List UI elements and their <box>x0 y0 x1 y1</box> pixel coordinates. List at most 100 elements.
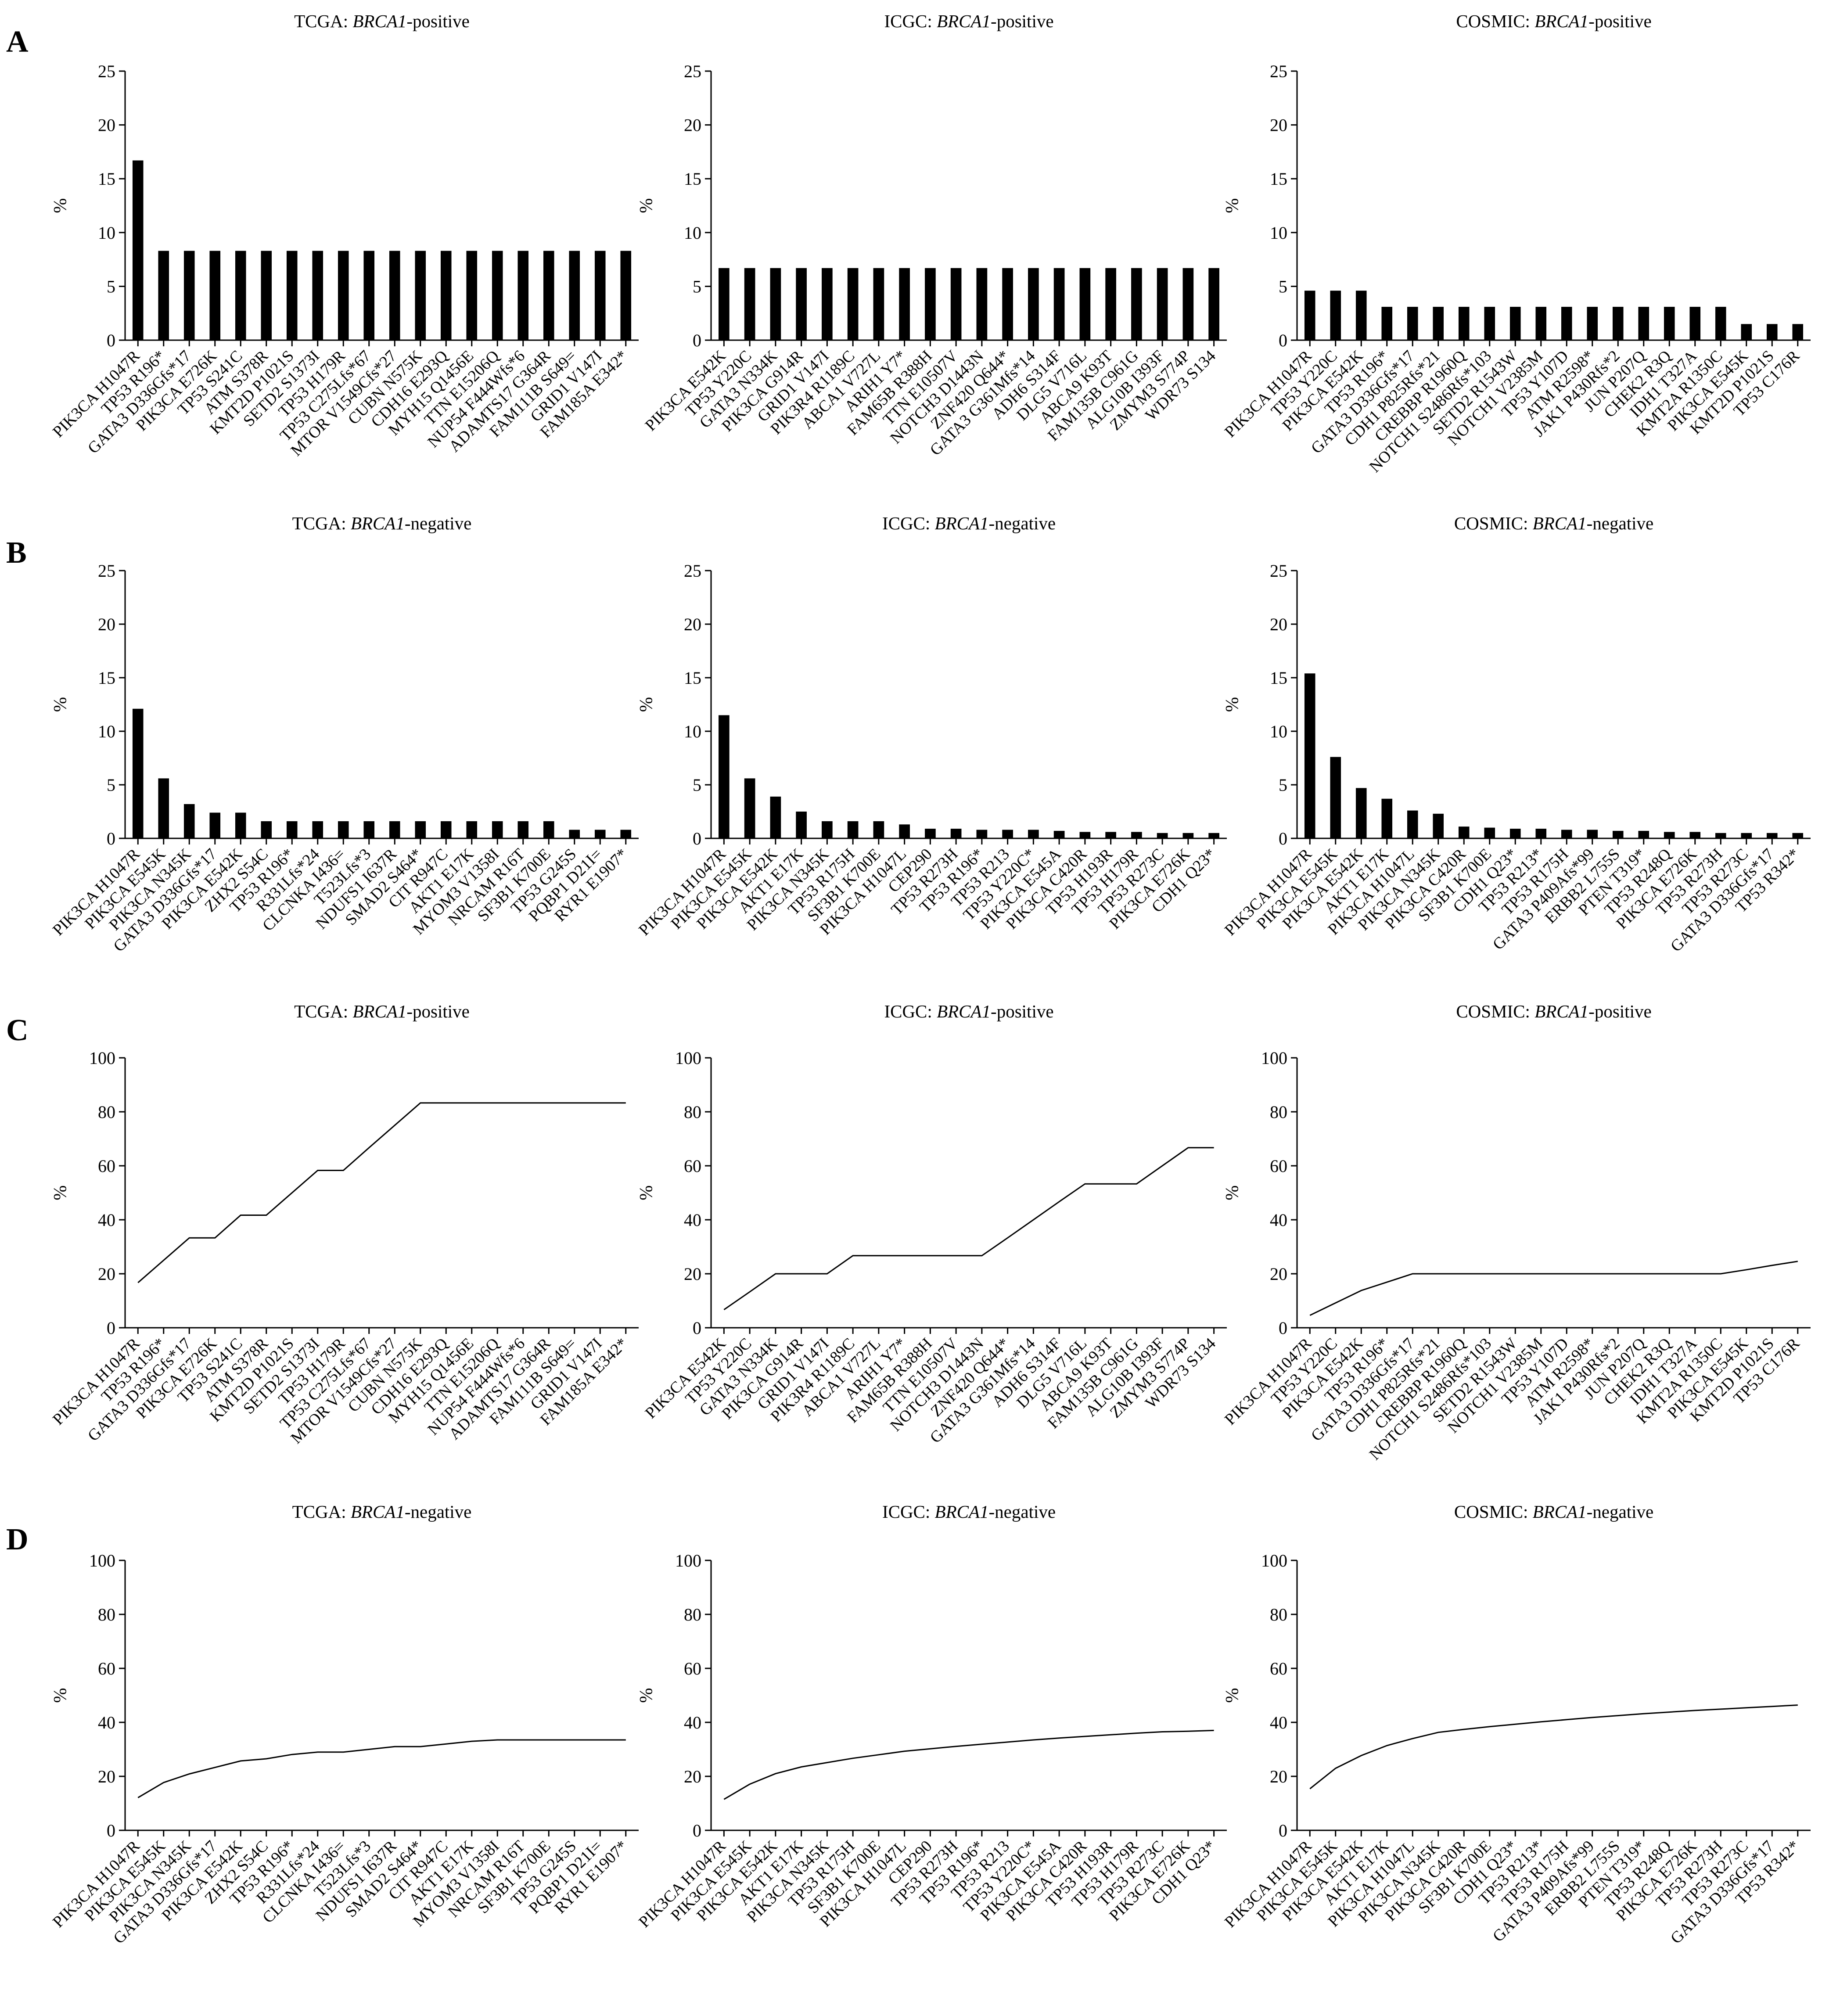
bar <box>1355 291 1367 340</box>
chart-title: ICGC: BRCA1-negative <box>882 1502 1056 1522</box>
bar <box>1561 306 1572 340</box>
bar <box>822 821 833 838</box>
y-tick-label: 0 <box>107 331 115 350</box>
bar <box>1182 833 1194 838</box>
bar <box>1433 813 1444 838</box>
bar <box>1157 268 1168 340</box>
bar <box>1792 324 1804 340</box>
bar <box>719 268 730 340</box>
bar <box>847 821 859 838</box>
bar <box>261 251 272 340</box>
bar <box>1766 324 1778 340</box>
bar <box>1766 833 1778 838</box>
bar <box>1715 833 1726 838</box>
bar <box>132 708 144 838</box>
bar <box>338 821 349 838</box>
y-tick-label: 80 <box>684 1605 701 1624</box>
y-tick-label: 0 <box>1279 1821 1287 1840</box>
chart-title: ICGC: BRCA1-positive <box>884 11 1053 31</box>
bar <box>744 778 755 838</box>
series-line <box>723 1729 1214 1800</box>
bar <box>1381 306 1393 340</box>
bar <box>1028 830 1039 838</box>
y-tick-label: 25 <box>98 561 115 581</box>
chart-b-3: COSMIC: BRCA1-negative0510152025%PIK3CA … <box>1221 513 1811 956</box>
y-tick-label: 10 <box>684 223 701 243</box>
bar <box>1741 833 1752 838</box>
y-axis-label: % <box>636 697 656 712</box>
bar <box>1407 306 1418 340</box>
y-tick-label: 15 <box>98 169 115 189</box>
y-tick-label: 10 <box>1270 223 1287 243</box>
y-tick-label: 100 <box>675 1048 701 1068</box>
series-line <box>723 1147 1214 1311</box>
bar <box>1638 830 1650 838</box>
y-tick-label: 15 <box>98 668 115 688</box>
bar <box>543 251 554 340</box>
bar <box>873 268 884 340</box>
bar <box>1028 268 1039 340</box>
bar <box>847 268 859 340</box>
bar <box>1182 268 1194 340</box>
y-tick-label: 5 <box>107 775 115 795</box>
y-tick-label: 20 <box>1270 1264 1287 1284</box>
bar <box>822 268 833 340</box>
bar <box>796 268 807 340</box>
chart-a-3: COSMIC: BRCA1-positive0510152025%PIK3CA … <box>1221 11 1811 476</box>
bar <box>1535 306 1547 340</box>
y-tick-label: 60 <box>98 1659 115 1678</box>
panel-label-d: D <box>6 1523 29 1556</box>
bar <box>1131 268 1142 340</box>
bar <box>1484 306 1495 340</box>
bar <box>1509 829 1521 838</box>
y-tick-label: 5 <box>693 277 701 296</box>
bar <box>312 821 323 838</box>
bar <box>132 160 144 340</box>
bar <box>1715 306 1726 340</box>
bar <box>235 812 246 838</box>
bar <box>925 829 936 838</box>
y-tick-label: 80 <box>98 1102 115 1122</box>
bar <box>1105 832 1116 838</box>
bar <box>796 812 807 838</box>
bar <box>1587 306 1598 340</box>
y-tick-label: 20 <box>98 1767 115 1786</box>
y-tick-label: 60 <box>1270 1659 1287 1678</box>
y-tick-label: 60 <box>684 1156 701 1176</box>
bar <box>899 824 910 838</box>
bar <box>1304 673 1315 838</box>
y-tick-label: 80 <box>98 1605 115 1624</box>
bar <box>1792 833 1804 838</box>
y-tick-label: 40 <box>98 1210 115 1230</box>
chart-c-1: TCGA: BRCA1-positive020406080100%PIK3CA … <box>49 1001 639 1447</box>
y-tick-label: 20 <box>1270 1767 1287 1786</box>
y-tick-label: 15 <box>1270 668 1287 688</box>
bar <box>389 821 400 838</box>
y-tick-label: 10 <box>98 722 115 741</box>
bar <box>1433 306 1444 340</box>
y-tick-label: 0 <box>1279 829 1287 848</box>
y-tick-label: 80 <box>1270 1102 1287 1122</box>
y-tick-label: 5 <box>1279 775 1287 795</box>
y-tick-label: 100 <box>675 1551 701 1570</box>
bar <box>1612 306 1624 340</box>
bar <box>235 251 246 340</box>
y-tick-label: 10 <box>1270 722 1287 741</box>
bar <box>286 821 298 838</box>
bar <box>719 715 730 838</box>
bar <box>950 268 962 340</box>
bar <box>543 821 554 838</box>
bar <box>1612 830 1624 838</box>
y-axis-label: % <box>1222 198 1242 213</box>
bar <box>1208 268 1219 340</box>
chart-title: COSMIC: BRCA1-negative <box>1454 1502 1653 1522</box>
y-tick-label: 20 <box>1270 615 1287 634</box>
y-tick-label: 60 <box>1270 1156 1287 1176</box>
panel-label-a: A <box>6 25 29 59</box>
y-tick-label: 25 <box>684 61 701 81</box>
bar <box>569 830 580 838</box>
y-tick-label: 100 <box>89 1551 115 1570</box>
bar <box>1208 833 1219 838</box>
